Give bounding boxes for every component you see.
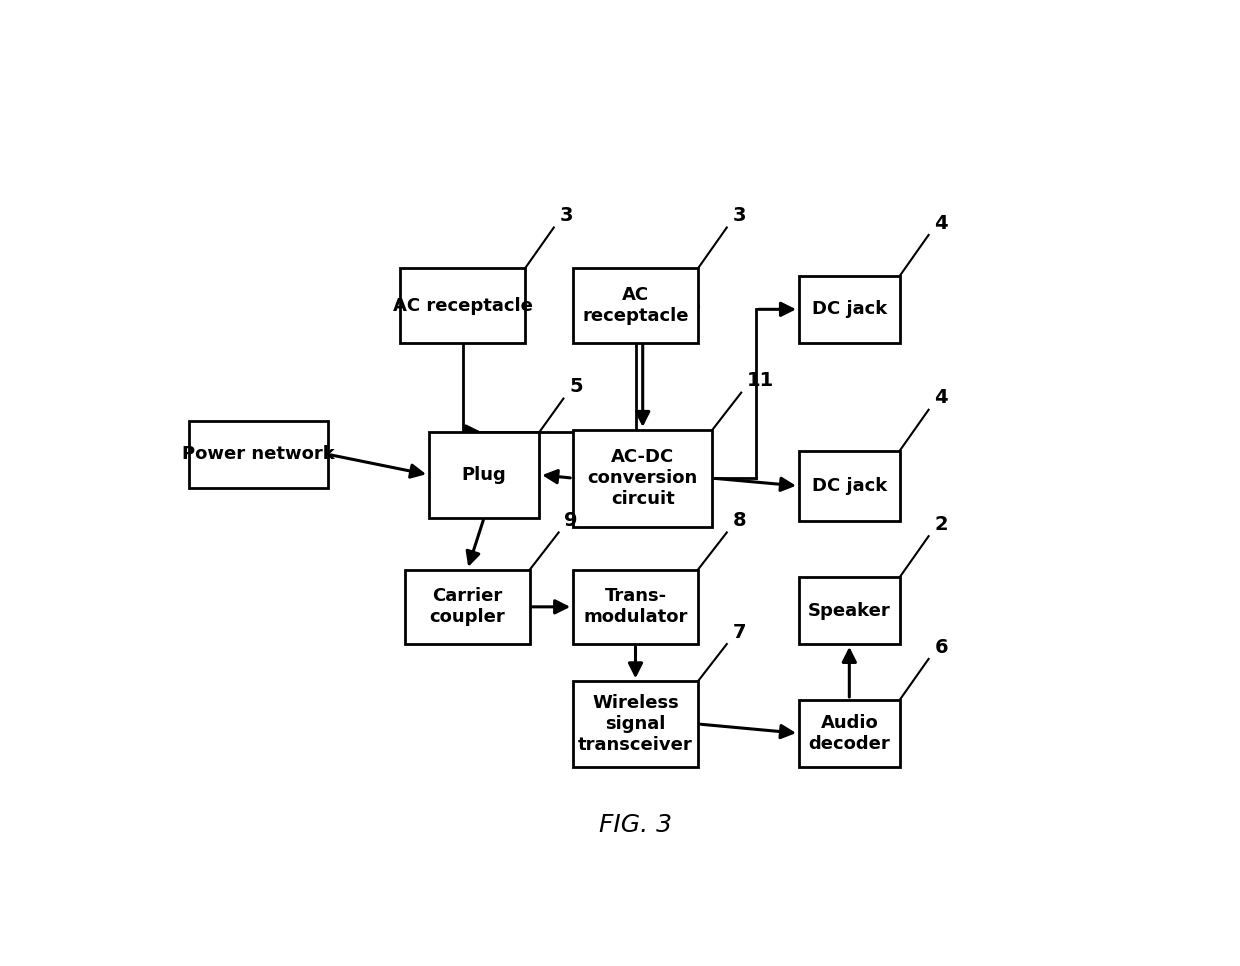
Text: Trans-
modulator: Trans- modulator: [583, 587, 688, 626]
Text: Wireless
signal
transceiver: Wireless signal transceiver: [578, 695, 693, 753]
Text: DC jack: DC jack: [812, 477, 887, 495]
Bar: [429, 432, 539, 518]
Text: Speaker: Speaker: [808, 602, 890, 619]
Text: FIG. 3: FIG. 3: [599, 813, 672, 838]
Text: 9: 9: [564, 511, 578, 530]
Text: AC receptacle: AC receptacle: [393, 297, 532, 315]
Text: 4: 4: [935, 213, 949, 233]
Bar: [799, 577, 900, 644]
Bar: [573, 269, 698, 343]
Text: 4: 4: [935, 388, 949, 408]
Bar: [404, 570, 529, 644]
Text: 3: 3: [559, 207, 573, 225]
Bar: [573, 430, 713, 526]
Bar: [188, 421, 327, 488]
Text: Carrier
coupler: Carrier coupler: [429, 587, 505, 626]
Text: Power network: Power network: [182, 445, 335, 464]
Text: 7: 7: [733, 623, 746, 641]
Text: 8: 8: [733, 511, 746, 530]
Text: 11: 11: [746, 371, 774, 390]
Bar: [573, 681, 698, 767]
Text: Audio
decoder: Audio decoder: [808, 714, 890, 753]
Bar: [799, 276, 900, 343]
Text: Plug: Plug: [461, 466, 506, 484]
Text: AC
receptacle: AC receptacle: [583, 286, 688, 325]
Text: DC jack: DC jack: [812, 300, 887, 319]
Bar: [799, 450, 900, 522]
Text: AC-DC
conversion
circuit: AC-DC conversion circuit: [588, 448, 698, 508]
Text: 2: 2: [935, 515, 949, 534]
Bar: [401, 269, 525, 343]
Bar: [573, 570, 698, 644]
Text: 6: 6: [935, 638, 949, 657]
Text: 3: 3: [733, 207, 746, 225]
Bar: [799, 699, 900, 767]
Text: 5: 5: [569, 378, 583, 396]
